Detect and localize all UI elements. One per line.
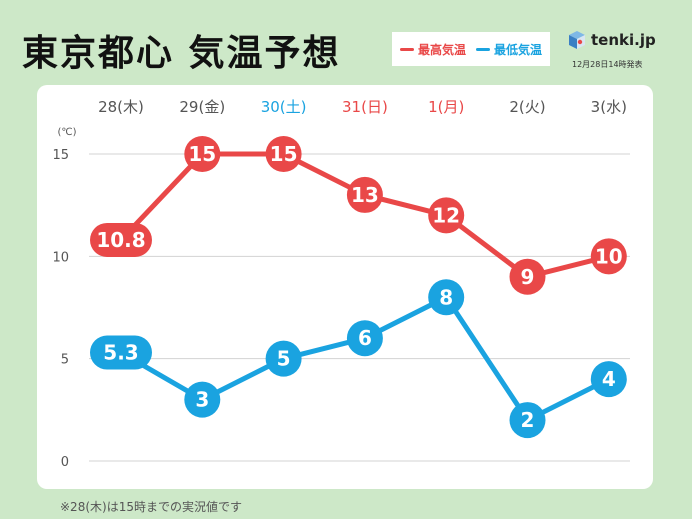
data-point-high bbox=[346, 176, 383, 213]
data-point-high bbox=[428, 197, 465, 234]
x-tick-label: 28(木) bbox=[98, 98, 144, 116]
x-tick-label: 3(水) bbox=[591, 98, 627, 116]
data-label-high: 15 bbox=[270, 142, 298, 166]
series-layer: 10.8 15 15 13 12 9 10 5.3 3 5 6 8 2 4 bbox=[90, 136, 627, 439]
data-label-high: 12 bbox=[432, 203, 460, 227]
data-label-high: 9 bbox=[521, 265, 535, 289]
legend-item-low: 最低気温 bbox=[476, 41, 542, 58]
x-tick-label: 30(土) bbox=[261, 98, 307, 116]
data-label-high: 13 bbox=[351, 183, 379, 207]
x-tick-label: 2(火) bbox=[509, 98, 545, 116]
temperature-chart: 0 5 10 15 (℃) 28(木) 29(金) 30(土) 31(日) 1(月) 2(火) 3… bbox=[52, 98, 630, 470]
data-point-low bbox=[346, 320, 383, 357]
brand-name: tenki.jp bbox=[591, 31, 656, 49]
series-high: 10.8 15 15 13 12 9 10 bbox=[90, 136, 627, 295]
tenki-cube-icon bbox=[569, 31, 585, 49]
data-point-low bbox=[90, 335, 152, 370]
y-axis-ticks: 0 5 10 15 bbox=[52, 148, 69, 470]
data-point-high bbox=[590, 238, 627, 275]
data-label-high: 10 bbox=[595, 244, 623, 268]
grid-lines bbox=[89, 153, 630, 462]
y-axis-unit: (℃) bbox=[57, 127, 76, 138]
y-tick-label: 0 bbox=[61, 455, 69, 470]
issued-time: 12月28日14時発表 bbox=[572, 60, 643, 69]
data-point-low bbox=[509, 402, 546, 439]
data-label-low: 5.3 bbox=[103, 341, 138, 365]
y-tick-label: 10 bbox=[52, 250, 69, 265]
data-label-low: 3 bbox=[195, 388, 209, 412]
data-label-high: 15 bbox=[188, 142, 216, 166]
footnote: ※28(木)は15時までの実況値です bbox=[60, 500, 242, 514]
series-low: 5.3 3 5 6 8 2 4 bbox=[90, 279, 627, 439]
data-point-high bbox=[90, 222, 152, 257]
data-label-low: 4 bbox=[602, 367, 616, 391]
data-label-high: 10.8 bbox=[96, 228, 145, 252]
x-tick-label: 29(金) bbox=[179, 98, 225, 116]
data-point-low bbox=[590, 361, 627, 398]
data-point-low bbox=[184, 381, 221, 418]
chart-legend: 最高気温 最低気温 bbox=[392, 32, 550, 66]
data-point-high bbox=[509, 258, 546, 295]
legend-label-low: 最低気温 bbox=[494, 42, 543, 57]
legend-swatch-low bbox=[476, 47, 490, 51]
legend-swatch-high bbox=[399, 47, 414, 51]
data-point-low bbox=[428, 279, 465, 316]
legend-label-high: 最高気温 bbox=[417, 42, 466, 57]
y-tick-label: 15 bbox=[52, 148, 69, 163]
x-axis-labels: 28(木) 29(金) 30(土) 31(日) 1(月) 2(火) 3(水) bbox=[98, 98, 627, 116]
x-tick-label: 1(月) bbox=[428, 98, 464, 116]
x-tick-label: 31(日) bbox=[342, 98, 388, 116]
data-point-high bbox=[265, 136, 302, 172]
data-label-low: 5 bbox=[277, 347, 291, 371]
data-point-high bbox=[184, 136, 221, 172]
data-label-low: 2 bbox=[521, 408, 535, 432]
page-title: 東京都心 気温予想 bbox=[22, 33, 341, 74]
data-label-low: 8 bbox=[439, 285, 453, 309]
brand-logo: tenki.jp bbox=[567, 30, 656, 50]
data-label-low: 6 bbox=[358, 326, 372, 350]
data-point-low bbox=[265, 340, 302, 377]
y-tick-label: 5 bbox=[61, 353, 69, 368]
series-line-high bbox=[118, 151, 612, 280]
legend-item-high: 最高気温 bbox=[399, 41, 466, 58]
chart-panel: 0 5 10 15 (℃) 28(木) 29(金) 30(土) 31(日) 1(月) 2(火) 3… bbox=[37, 85, 653, 489]
